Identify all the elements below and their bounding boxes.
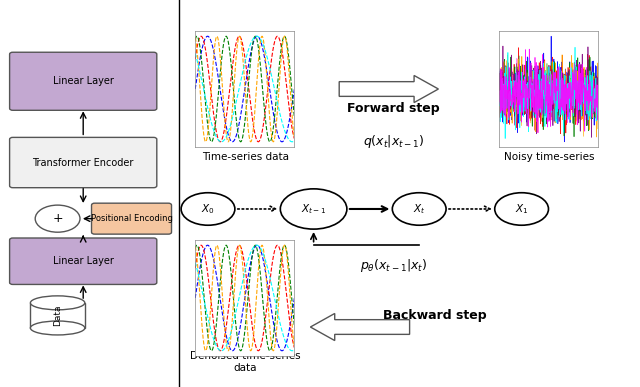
Text: Backward step: Backward step <box>383 309 487 322</box>
FancyBboxPatch shape <box>10 238 157 284</box>
FancyArrow shape <box>310 313 410 341</box>
FancyBboxPatch shape <box>10 137 157 188</box>
Text: $p_{\theta}(x_{t-1}|x_t)$: $p_{\theta}(x_{t-1}|x_t)$ <box>360 257 428 274</box>
Ellipse shape <box>30 296 85 310</box>
Text: $X_t$: $X_t$ <box>413 202 426 216</box>
Text: Linear Layer: Linear Layer <box>52 256 114 266</box>
Bar <box>30 303 85 328</box>
Circle shape <box>280 189 347 229</box>
Text: $X_1$: $X_1$ <box>515 202 529 216</box>
FancyBboxPatch shape <box>10 52 157 110</box>
Text: Positional Encoding: Positional Encoding <box>91 214 172 223</box>
Ellipse shape <box>30 321 85 335</box>
Text: Forward step: Forward step <box>348 102 440 115</box>
FancyBboxPatch shape <box>92 203 172 234</box>
Circle shape <box>35 205 80 232</box>
Text: Data: Data <box>53 305 62 326</box>
Circle shape <box>181 193 235 225</box>
Text: $X_0$: $X_0$ <box>201 202 215 216</box>
Text: Time-series data: Time-series data <box>202 152 289 162</box>
Text: Linear Layer: Linear Layer <box>52 76 114 86</box>
Text: Noisy time-series: Noisy time-series <box>504 152 595 162</box>
Text: $X_{t-1}$: $X_{t-1}$ <box>301 202 326 216</box>
Circle shape <box>495 193 548 225</box>
Text: +: + <box>52 212 63 225</box>
FancyArrow shape <box>339 75 438 103</box>
Text: $q(x_t|x_{t-1})$: $q(x_t|x_{t-1})$ <box>363 133 424 150</box>
Text: Transformer Encoder: Transformer Encoder <box>33 158 134 168</box>
Circle shape <box>392 193 446 225</box>
Text: Denoised time-series
data: Denoised time-series data <box>190 351 300 373</box>
